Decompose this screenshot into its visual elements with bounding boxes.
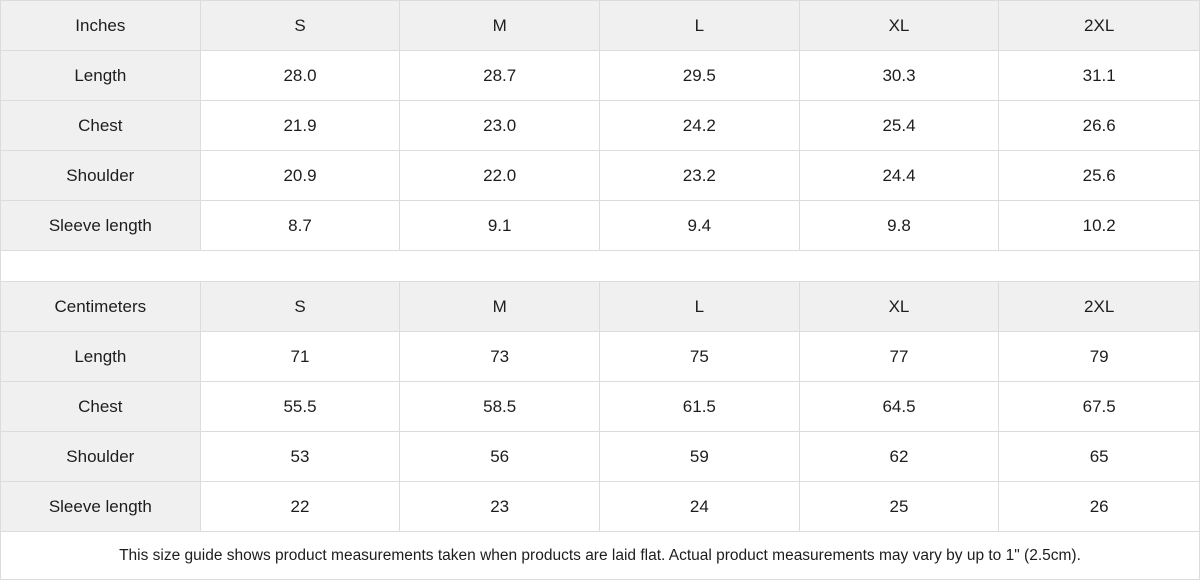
size-column-header: XL [799, 1, 1000, 51]
size-column-header: L [600, 1, 800, 51]
measurement-cell: 65 [999, 432, 1199, 482]
measurement-cell: 25.4 [799, 101, 1000, 151]
measurement-cell: 55.5 [200, 382, 401, 432]
size-column-header: S [200, 282, 401, 332]
row-label-cell: Length [1, 332, 201, 382]
measurement-cell: 23 [400, 482, 600, 532]
size-column-header: 2XL [999, 282, 1199, 332]
measurement-cell: 25 [799, 482, 1000, 532]
size-column-header: S [200, 1, 401, 51]
table-gap-spacer [1, 251, 1199, 282]
size-column-header: 2XL [999, 1, 1199, 51]
measurement-cell: 59 [600, 432, 800, 482]
measurement-cell: 29.5 [600, 51, 800, 101]
size-column-header: M [400, 282, 600, 332]
measurement-cell: 58.5 [400, 382, 600, 432]
measurement-cell: 21.9 [200, 101, 401, 151]
measurement-cell: 8.7 [200, 201, 401, 251]
size-column-header: M [400, 1, 600, 51]
measurement-cell: 10.2 [999, 201, 1199, 251]
measurement-cell: 71 [200, 332, 401, 382]
measurement-cell: 64.5 [799, 382, 1000, 432]
measurement-cell: 23.0 [400, 101, 600, 151]
size-column-header: L [600, 282, 800, 332]
measurement-cell: 56 [400, 432, 600, 482]
row-label-cell: Sleeve length [1, 482, 201, 532]
measurement-cell: 9.8 [799, 201, 1000, 251]
measurement-cell: 75 [600, 332, 800, 382]
measurement-cell: 28.7 [400, 51, 600, 101]
row-label-cell: Chest [1, 382, 201, 432]
measurement-cell: 79 [999, 332, 1199, 382]
measurement-cell: 9.1 [400, 201, 600, 251]
row-label-cell: Shoulder [1, 432, 201, 482]
measurement-cell: 25.6 [999, 151, 1199, 201]
measurement-cell: 22 [200, 482, 401, 532]
size-column-header: XL [799, 282, 1000, 332]
measurement-cell: 24.2 [600, 101, 800, 151]
row-label-cell: Sleeve length [1, 201, 201, 251]
unit-header-cell: Centimeters [1, 282, 201, 332]
measurement-cell: 9.4 [600, 201, 800, 251]
measurement-cell: 61.5 [600, 382, 800, 432]
measurement-cell: 26.6 [999, 101, 1199, 151]
size-guide-note: This size guide shows product measuremen… [119, 546, 1081, 564]
size-table-centimeters: Centimeters S M L XL 2XL Length 71 73 75… [1, 282, 1199, 532]
measurement-cell: 67.5 [999, 382, 1199, 432]
measurement-cell: 26 [999, 482, 1199, 532]
measurement-cell: 77 [799, 332, 1000, 382]
row-label-cell: Shoulder [1, 151, 201, 201]
measurement-cell: 73 [400, 332, 600, 382]
measurement-cell: 22.0 [400, 151, 600, 201]
row-label-cell: Chest [1, 101, 201, 151]
measurement-cell: 23.2 [600, 151, 800, 201]
measurement-cell: 24 [600, 482, 800, 532]
measurement-cell: 30.3 [799, 51, 1000, 101]
measurement-cell: 53 [200, 432, 401, 482]
row-label-cell: Length [1, 51, 201, 101]
measurement-cell: 62 [799, 432, 1000, 482]
measurement-cell: 31.1 [999, 51, 1199, 101]
unit-header-cell: Inches [1, 1, 201, 51]
size-table-inches: Inches S M L XL 2XL Length 28.0 28.7 29.… [1, 1, 1199, 251]
measurement-cell: 28.0 [200, 51, 401, 101]
measurement-cell: 24.4 [799, 151, 1000, 201]
measurement-cell: 20.9 [200, 151, 401, 201]
